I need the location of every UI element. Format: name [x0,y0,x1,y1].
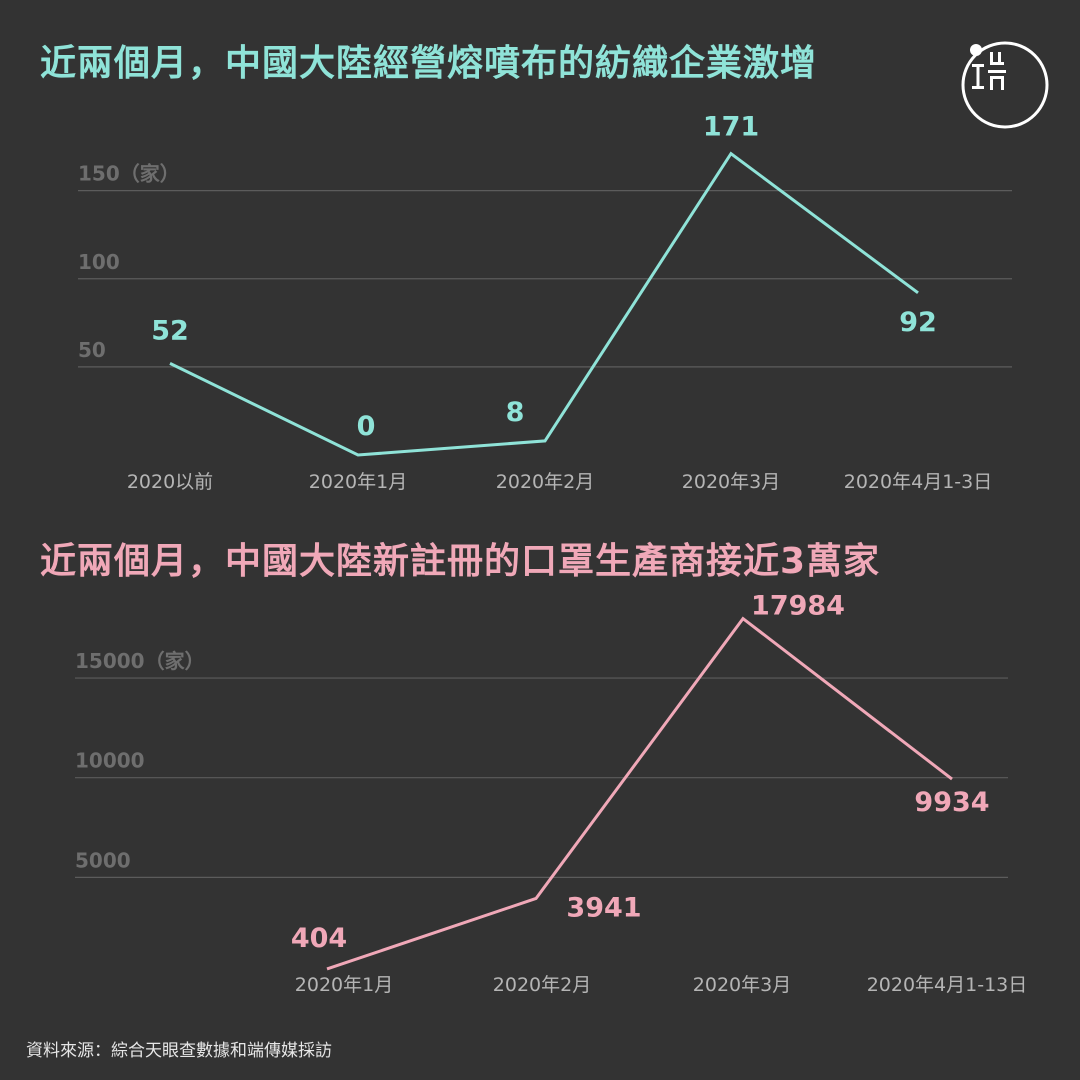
data-label: 8 [506,397,525,428]
data-label: 9934 [914,787,989,818]
y-tick-label: 5000 [75,848,131,872]
y-tick-label: 50 [78,338,106,362]
series-line [326,616,953,971]
data-label: 17984 [751,591,845,622]
y-tick-label: 15000（家） [75,649,205,673]
x-tick-label: 2020年3月 [693,974,791,996]
data-label: 52 [151,315,189,346]
data-label: 3941 [566,892,641,923]
data-label: 404 [291,923,347,954]
x-tick-label: 2020年2月 [493,974,591,996]
series-line [169,151,919,457]
initium-logo-icon [961,41,1049,129]
chart-title-2: 近兩個月，中國大陸新註冊的口罩生產商接近3萬家 [40,541,881,582]
data-label: 171 [703,112,759,143]
data-label: 92 [899,307,937,338]
x-tick-label: 2020年1月 [295,974,393,996]
x-tick-label: 2020以前 [127,471,213,493]
data-label: 0 [357,411,376,442]
x-tick-label: 2020年4月1-3日 [844,471,992,493]
chart-textile: 50 100 150（家） 2020以前 2020年1月 2020年2月 2020年3月 20… [78,112,1012,493]
y-tick-label: 100 [78,250,120,274]
x-tick-label: 2020年2月 [496,471,594,493]
chart-title-1: 近兩個月，中國大陸經營熔噴布的紡織企業激增 [40,43,818,84]
x-tick-label: 2020年1月 [309,471,407,493]
source-note: 資料來源：綜合天眼查數據和端傳媒採訪 [26,1041,332,1061]
x-tick-label: 2020年3月 [682,471,780,493]
y-tick-label: 150（家） [78,162,180,186]
x-tick-label: 2020年4月1-13日 [867,974,1028,996]
y-tick-label: 10000 [75,749,145,773]
